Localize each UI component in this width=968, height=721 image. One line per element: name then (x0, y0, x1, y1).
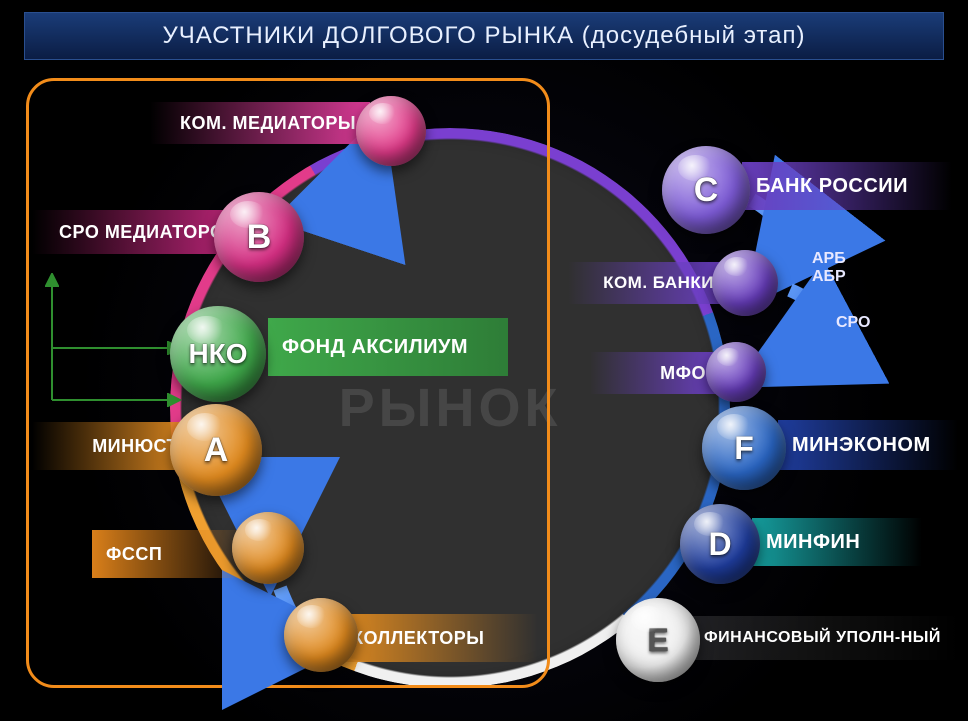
sphere-C: C (662, 146, 750, 234)
sphere-NKO: НКО (170, 306, 266, 402)
sphere-F: F (702, 406, 786, 490)
sphere-F-letter: F (734, 430, 754, 467)
sphere-NKO-letter: НКО (188, 338, 247, 370)
page-title: УЧАСТНИКИ ДОЛГОВОГО РЫНКА (досудебный эт… (24, 12, 944, 60)
sphere-B-letter: B (247, 218, 272, 257)
bar-minekonom: МИНЭКОНОМ (778, 420, 958, 470)
bar-kom_banki: КОМ. БАНКИ (568, 262, 728, 304)
bar-fssp: ФССП (92, 530, 252, 578)
sphere-fssp (232, 512, 304, 584)
sphere-A: A (170, 404, 262, 496)
label-sro: СРО (836, 314, 870, 332)
label-arb: АРБ (812, 250, 846, 268)
sphere-D-letter: D (708, 526, 731, 563)
sphere-B: B (214, 192, 304, 282)
sphere-E-letter: E (647, 622, 668, 659)
label-arb-abr: АРБ АБР (812, 250, 846, 285)
bar-fond_axilium: ФОНД АКСИЛИУМ (268, 318, 508, 376)
bar-bank_rossii: БАНК РОССИИ (742, 162, 952, 210)
sphere-kollektory (284, 598, 358, 672)
sphere-mfo (706, 342, 766, 402)
bar-fin_upoln: ФИНАНСОВЫЙ УПОЛН-НЫЙ (690, 616, 960, 660)
sphere-E: E (616, 598, 700, 682)
diagram-stage: УЧАСТНИКИ ДОЛГОВОГО РЫНКА (досудебный эт… (0, 0, 968, 721)
sphere-D: D (680, 504, 760, 584)
bar-minust: МИНЮСТ (32, 422, 192, 470)
sphere-kom_mediatory (356, 96, 426, 166)
ring-watermark: РЫНОК (339, 377, 562, 439)
bar-kollektory: КОЛЛЕКТОРЫ (338, 614, 538, 662)
bar-mfo: МФО (590, 352, 720, 394)
sphere-C-letter: C (694, 171, 719, 210)
sphere-A-letter: A (204, 431, 229, 470)
sphere-kom_banki (712, 250, 778, 316)
label-abr: АБР (812, 268, 846, 286)
bar-minfin: МИНФИН (752, 518, 922, 566)
bar-kom_mediatory: КОМ. МЕДИАТОРЫ (150, 102, 370, 144)
